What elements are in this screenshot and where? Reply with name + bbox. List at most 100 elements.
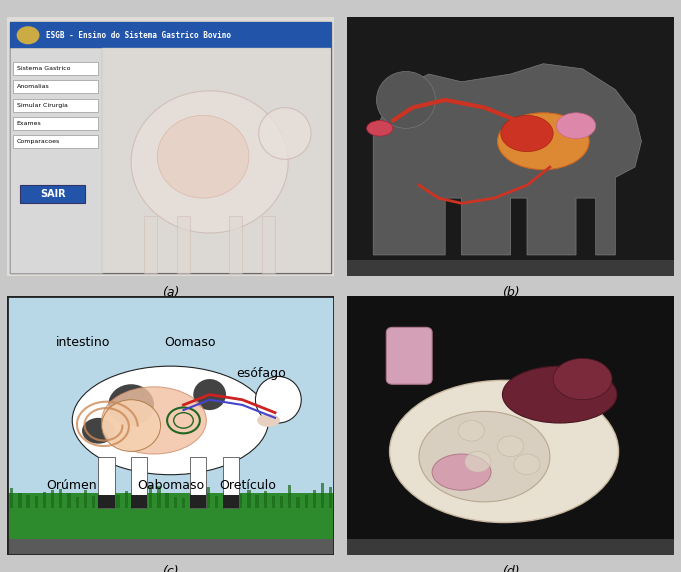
Text: intestino: intestino [56,336,110,349]
Bar [141,498,144,509]
Text: (b): (b) [502,286,520,299]
Ellipse shape [377,72,435,128]
Bar [14,135,99,148]
Circle shape [458,420,484,441]
Bar [215,492,218,509]
Bar [18,484,22,509]
Ellipse shape [157,116,249,198]
Text: (a): (a) [161,286,179,299]
Bar [247,491,251,509]
Text: ESGB - Ensino do Sistema Gastrico Bovino: ESGB - Ensino do Sistema Gastrico Bovino [46,31,231,40]
Bar [149,494,153,509]
Bar [14,98,99,112]
Bar [125,487,128,509]
Text: SAIR: SAIR [39,189,65,199]
Bar [321,489,324,509]
FancyBboxPatch shape [386,327,432,384]
Text: Exames: Exames [16,121,42,126]
Ellipse shape [193,379,226,410]
Bar [304,496,308,509]
Bar [347,260,674,276]
Text: (c): (c) [162,565,178,572]
Bar [255,492,259,509]
Bar [174,496,177,509]
Bar [100,495,104,509]
Ellipse shape [82,418,115,444]
Bar [198,490,202,509]
Text: Anomalias: Anomalias [16,85,50,89]
Circle shape [465,451,491,472]
Bar [313,484,316,509]
Text: Oabomaso: Oabomaso [138,479,205,491]
Text: Oretículo: Oretículo [219,479,276,491]
Circle shape [514,454,540,475]
Bar [59,487,63,509]
Bar [288,492,291,509]
Circle shape [498,436,524,456]
Ellipse shape [553,359,612,400]
Bar [223,456,239,509]
Ellipse shape [101,400,161,451]
Bar [347,539,674,555]
Ellipse shape [556,113,596,138]
Bar [92,486,95,509]
Ellipse shape [419,411,550,502]
Bar [27,490,30,509]
Bar [51,495,54,509]
Bar [131,456,148,509]
Ellipse shape [131,91,288,233]
Bar [329,496,332,509]
Text: Sistema Gastrico: Sistema Gastrico [16,66,70,72]
Bar [190,491,193,509]
Bar [10,22,331,48]
Text: Oomaso: Oomaso [164,336,215,349]
Bar [7,493,334,539]
Bar [7,539,334,555]
Bar [262,216,275,273]
Bar [165,491,169,509]
Bar [190,495,206,509]
Ellipse shape [255,376,301,423]
Bar [223,495,239,509]
Bar [157,488,161,509]
Bar [280,483,283,509]
Ellipse shape [432,454,491,490]
Bar [296,484,300,509]
Ellipse shape [366,121,393,136]
Bar [43,495,46,509]
Ellipse shape [390,380,618,523]
Circle shape [16,26,39,44]
Bar [144,216,157,273]
Bar [206,491,210,509]
Bar [76,496,79,509]
Ellipse shape [501,116,553,152]
Text: Simular Cirurgia: Simular Cirurgia [16,102,67,108]
Text: Comparacoes: Comparacoes [16,139,60,144]
Bar [67,494,71,509]
Bar [14,117,99,130]
Text: Orúmen: Orúmen [46,479,97,491]
Ellipse shape [108,384,154,426]
Bar [10,483,14,509]
Bar [20,185,85,203]
Bar [35,490,38,509]
Bar [116,498,120,509]
FancyBboxPatch shape [10,22,331,273]
Bar [14,62,99,76]
Bar [101,48,331,273]
Bar [229,216,242,273]
Bar [84,498,87,509]
Bar [14,81,99,93]
Bar [272,498,275,509]
Bar [99,456,115,509]
Bar [182,495,185,509]
Bar [10,48,101,273]
Bar [131,495,148,509]
Ellipse shape [498,113,589,170]
Bar [239,492,242,509]
Text: esófago: esófago [236,367,285,380]
Bar [190,456,206,509]
Polygon shape [373,63,642,255]
Text: (d): (d) [502,565,520,572]
Bar [223,487,226,509]
